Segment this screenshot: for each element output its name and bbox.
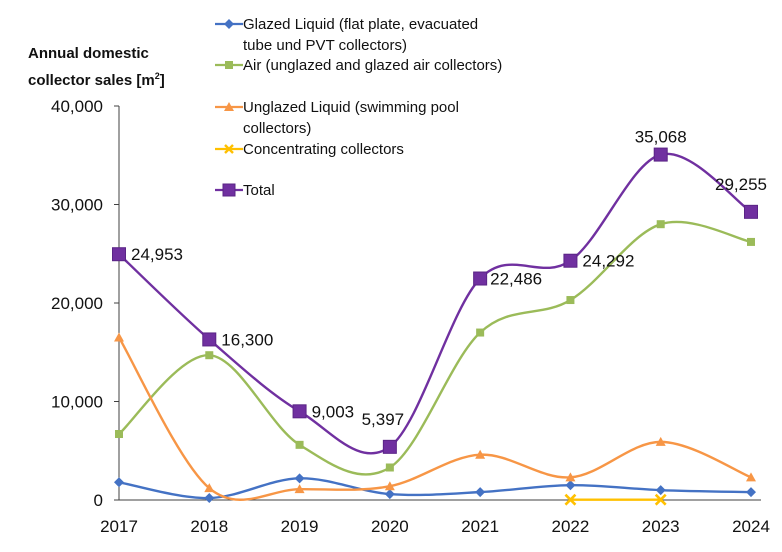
air-line — [118, 220, 752, 476]
x-tick-label: 2024 — [732, 517, 770, 536]
data-labels-layer: 24,953 16,300 9,003 5,397 22,486 24,292 35,068… — [131, 128, 767, 429]
y-tick-label: 0 — [94, 491, 103, 510]
unglazed-point — [475, 449, 486, 459]
unglazed-point — [384, 481, 395, 491]
air-point — [295, 440, 304, 449]
legend-total-label: Total — [243, 182, 275, 199]
legend-concentrating-symbol — [215, 144, 243, 154]
total-line — [118, 152, 752, 455]
unglazed-point — [294, 484, 305, 494]
series-total — [112, 147, 758, 455]
y-axis-title-line1: Annual domestic — [28, 45, 149, 62]
series-air — [115, 220, 755, 476]
total-data-label: 9,003 — [312, 402, 355, 421]
y-axis-title-line2: collector sales [m — [28, 72, 155, 89]
unglazed-point — [655, 436, 666, 446]
total-point — [744, 204, 758, 219]
air-point — [566, 296, 575, 305]
legend-air-label: Air (unglazed and glazed air collectors) — [243, 57, 503, 74]
total-point — [292, 404, 307, 419]
unglazed-line — [117, 336, 752, 501]
y-tick-label: 10,000 — [51, 393, 103, 412]
glazed-point — [294, 473, 305, 484]
legend-unglazed-label-1: Unglazed Liquid (swimming pool — [243, 99, 459, 116]
glazed-point — [655, 485, 666, 496]
air-point — [385, 463, 394, 472]
total-point — [202, 332, 217, 347]
glazed-point — [475, 487, 486, 498]
y-axis-title-sup: 2 — [154, 71, 160, 81]
air-point — [476, 328, 485, 337]
axes: 0 10,000 20,000 30,000 40,000 2017 2018 2019 202… — [51, 97, 770, 536]
air-point — [747, 237, 755, 246]
total-point — [563, 253, 578, 268]
series-glazed — [114, 473, 756, 504]
air-point — [205, 351, 214, 360]
glazed-point — [114, 477, 124, 488]
legend-glazed-label-2: tube und PVT collectors) — [243, 37, 407, 54]
x-tick-label: 2018 — [190, 517, 228, 536]
x-tick-label: 2017 — [100, 517, 138, 536]
legend-concentrating-label: Concentrating collectors — [243, 141, 404, 158]
total-point — [382, 439, 397, 454]
total-data-label: 22,486 — [490, 270, 542, 289]
y-tick-label: 40,000 — [51, 97, 103, 116]
total-data-label: 5,397 — [362, 410, 405, 429]
total-point — [653, 147, 668, 162]
total-data-label: 35,068 — [635, 128, 687, 147]
legend-total-symbol — [215, 183, 243, 197]
total-data-label: 16,300 — [221, 330, 273, 349]
glazed-line — [118, 477, 752, 500]
concentrating-point — [564, 493, 577, 506]
air-point — [656, 220, 665, 229]
concentrating-point — [654, 493, 667, 506]
series-unglazed — [114, 332, 756, 501]
glazed-point — [746, 487, 756, 498]
unglazed-point — [204, 483, 215, 493]
y-tick-label: 30,000 — [51, 196, 103, 215]
unglazed-point — [565, 472, 576, 482]
series-concentrating — [564, 493, 667, 506]
y-axis-title: Annual domestic collector sales [m2] — [28, 43, 165, 92]
total-data-label: 24,292 — [582, 252, 634, 271]
glazed-point — [384, 489, 395, 500]
legend-glazed-symbol — [215, 19, 243, 29]
x-tick-label: 2020 — [371, 517, 409, 536]
glazed-point — [204, 493, 215, 504]
legend-air-symbol — [215, 61, 243, 69]
total-point — [473, 271, 488, 286]
glazed-point — [565, 480, 576, 491]
total-data-label: 24,953 — [131, 245, 183, 264]
series-layer — [112, 147, 758, 506]
legend-glazed-label-1: Glazed Liquid (flat plate, evacuated — [243, 16, 479, 33]
x-tick-label: 2022 — [552, 517, 590, 536]
unglazed-point — [114, 332, 124, 342]
x-tick-label: 2021 — [461, 517, 499, 536]
legend-unglazed-symbol — [215, 102, 243, 111]
total-data-label: 29,255 — [715, 175, 767, 194]
y-tick-label: 20,000 — [51, 294, 103, 313]
x-tick-label: 2019 — [281, 517, 319, 536]
total-point — [112, 247, 126, 262]
y-axis-title-end: ] — [159, 72, 165, 89]
legend-unglazed-label-2: collectors) — [243, 120, 312, 137]
air-point — [115, 430, 123, 439]
x-tick-label: 2023 — [642, 517, 680, 536]
unglazed-point — [746, 472, 756, 482]
